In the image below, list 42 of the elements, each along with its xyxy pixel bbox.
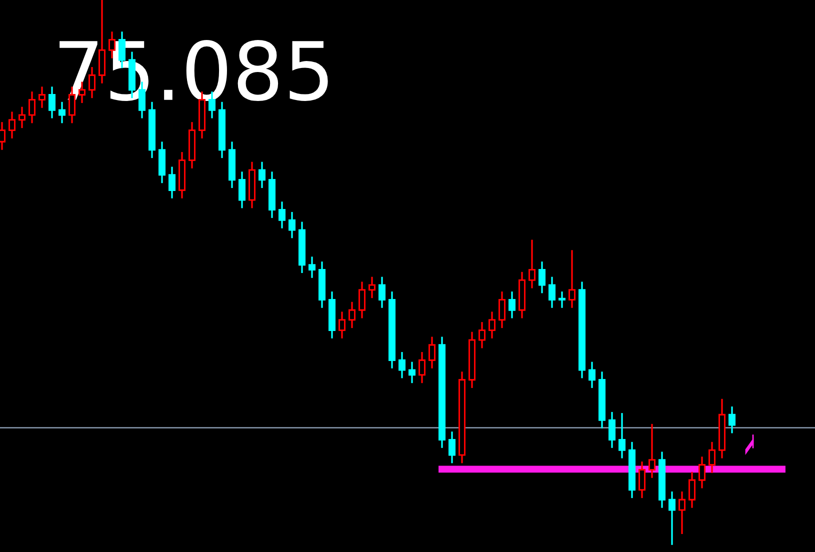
candlestick	[418, 351, 426, 384]
candlestick	[38, 86, 46, 109]
candlestick	[398, 351, 406, 380]
candlestick	[428, 336, 436, 370]
candlestick	[378, 276, 386, 309]
candlestick	[678, 490, 686, 535]
candlestick	[568, 249, 576, 309]
candlestick	[288, 211, 296, 239]
candlestick	[498, 290, 506, 329]
candlestick	[168, 166, 176, 200]
candlestick	[548, 276, 556, 309]
candlestick	[478, 321, 486, 350]
candlestick	[238, 170, 246, 209]
candlestick	[688, 471, 696, 509]
candlestick	[538, 260, 546, 294]
candlestick	[58, 101, 66, 124]
candlestick	[308, 256, 316, 279]
candlestick	[18, 106, 26, 129]
candlestick	[28, 90, 36, 124]
candlestick	[588, 360, 596, 389]
candlestick	[728, 406, 736, 434]
candlestick	[358, 280, 366, 320]
candlestick	[8, 110, 16, 140]
candlestick	[488, 310, 496, 340]
candlestick	[408, 360, 416, 384]
candlestick	[368, 276, 376, 299]
candlestick	[528, 238, 536, 290]
candlestick	[648, 423, 656, 479]
candlestick	[618, 412, 626, 460]
candlestick	[698, 456, 706, 490]
candlestick	[448, 430, 456, 464]
candlestick	[708, 441, 716, 474]
candlestick	[638, 460, 646, 499]
candlestick	[338, 310, 346, 340]
candlestick	[608, 411, 616, 449]
candlestick	[668, 490, 676, 546]
candlestick	[258, 161, 266, 189]
candlestick	[558, 290, 566, 309]
candlestick	[508, 290, 516, 320]
candlestick	[278, 200, 286, 230]
candlestick	[48, 86, 56, 120]
candlestick	[348, 301, 356, 329]
